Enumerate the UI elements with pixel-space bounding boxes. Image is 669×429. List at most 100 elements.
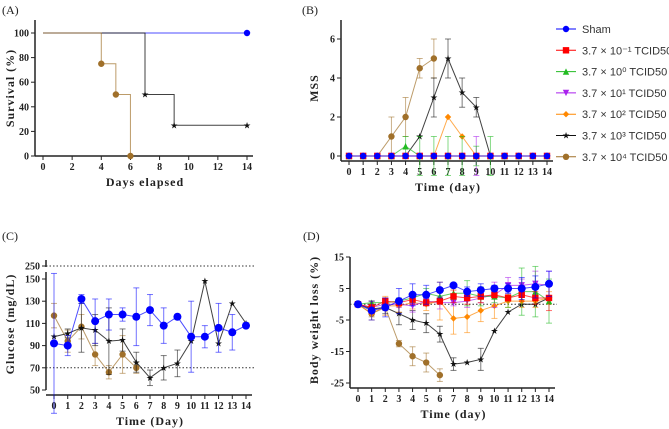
- y-tick-label: 4: [330, 74, 335, 85]
- legend-label: 3.7 × 10⁰ TCID50: [582, 67, 667, 79]
- marker-circle: [444, 152, 452, 160]
- marker-circle: [409, 353, 416, 360]
- panel-label: (A): [2, 3, 19, 17]
- series-e4: [43, 32, 134, 160]
- marker-circle: [118, 310, 127, 319]
- legend-item: ★ 3.7 × 10³ TCID50: [556, 131, 666, 143]
- x-tick-label: 9: [175, 401, 180, 412]
- x-tick-label: 8: [465, 394, 470, 405]
- marker-star: ★: [477, 354, 485, 364]
- x-tick-label: 13: [530, 394, 540, 405]
- marker-star: ★: [173, 358, 181, 368]
- x-tick-label: 4: [99, 162, 104, 173]
- marker-circle: [381, 303, 390, 312]
- marker-circle: [345, 152, 353, 160]
- marker-star: ★: [170, 120, 178, 130]
- marker-circle: [98, 60, 105, 67]
- x-tick-label: 1: [65, 401, 70, 412]
- marker-star: ★: [490, 326, 498, 336]
- x-tick-label: 14: [542, 167, 552, 178]
- y-tick-label: 5: [339, 284, 344, 295]
- marker-star: ★: [160, 363, 168, 373]
- marker-square: [504, 294, 512, 302]
- x-tick-label: 3: [389, 167, 394, 178]
- marker-star: ★: [201, 276, 209, 286]
- y-tick-label: 2: [330, 113, 335, 124]
- legend: Sham 3.7 × 10⁻¹ TCID50 3.7 × 10⁰ TCID50 3.7…: [556, 24, 669, 164]
- marker-circle: [545, 279, 553, 288]
- marker-circle: [402, 113, 409, 121]
- x-tick-label: 2: [375, 167, 380, 178]
- y-axis-label: Glucose (mg/dL): [3, 274, 17, 375]
- x-tick-label: 12: [214, 401, 224, 412]
- x-tick-label: 10: [184, 162, 194, 173]
- marker-circle: [242, 321, 250, 330]
- x-tick-label: 2: [70, 162, 75, 173]
- x-tick-label: 14: [241, 401, 251, 412]
- y-tick-label: 250: [25, 262, 40, 273]
- marker-circle: [416, 152, 423, 160]
- series-line: [43, 32, 247, 126]
- marker-circle: [504, 284, 513, 293]
- y-tick-label: 110: [26, 319, 40, 330]
- marker-circle: [374, 152, 381, 160]
- x-tick-label: 2: [383, 394, 388, 405]
- legend-item: 3.7 × 10⁴ TCID50: [556, 152, 668, 164]
- panel-c: (C)0123456789101112131450709011013015025…: [2, 229, 254, 428]
- marker-star: ★: [228, 298, 236, 308]
- x-tick-label: 6: [437, 394, 442, 405]
- marker-star: ★: [132, 357, 140, 367]
- legend-label: 3.7 × 10⁻¹ TCID50: [582, 45, 669, 57]
- y-tick-label: 15: [334, 253, 344, 264]
- marker-square: [491, 291, 498, 298]
- marker-circle: [435, 286, 444, 295]
- panel-label: (B): [302, 3, 318, 17]
- marker-star: ★: [105, 336, 113, 346]
- y-tick-label: 80: [19, 53, 29, 64]
- marker-triangle: [402, 143, 409, 150]
- marker-star: ★: [430, 93, 438, 103]
- marker-star: ★: [444, 54, 452, 64]
- marker-circle: [473, 152, 480, 160]
- marker-circle: [423, 359, 430, 366]
- panel-a: (A) 0 2 4 6 8 10 12 14 0 20 40 60 80 100 Days elapsed Su…: [2, 3, 253, 189]
- marker-circle: [458, 152, 466, 160]
- x-tick-label: 7: [148, 401, 153, 412]
- x-tick-label: 0: [356, 394, 361, 405]
- series-sham: [50, 272, 250, 414]
- marker-circle: [529, 152, 537, 160]
- marker-circle: [402, 152, 409, 160]
- marker-circle: [490, 284, 499, 293]
- marker-circle: [531, 282, 540, 291]
- x-tick-label: 8: [161, 401, 166, 412]
- marker-star: ★: [64, 328, 72, 338]
- series-e3: ★★★★★★★★★★★★★★★: [50, 276, 250, 387]
- y-tick-label: 130: [25, 297, 40, 308]
- marker-circle: [200, 332, 209, 341]
- marker-circle: [367, 306, 376, 315]
- y-tick-label: 150: [25, 275, 40, 286]
- x-tick-label: 14: [242, 162, 252, 173]
- marker-circle: [187, 332, 196, 341]
- legend-item: Sham: [556, 24, 611, 36]
- x-tick-label: 10: [489, 394, 499, 405]
- y-tick-label: 70: [30, 363, 40, 374]
- y-tick-label: -5: [336, 316, 344, 327]
- marker-diamond: [562, 111, 570, 118]
- marker-circle: [487, 152, 494, 160]
- legend-label: 3.7 × 10³ TCID50: [582, 131, 666, 143]
- x-tick-label: 10: [186, 401, 196, 412]
- marker-circle: [146, 306, 154, 315]
- marker-circle: [476, 286, 485, 295]
- marker-circle: [104, 310, 113, 319]
- marker-diamond: [477, 307, 484, 314]
- marker-star: ★: [146, 373, 154, 383]
- marker-diamond: [463, 313, 471, 321]
- marker-star: ★: [141, 90, 149, 100]
- legend-label: Sham: [582, 24, 611, 36]
- x-tick-label: 14: [544, 394, 554, 405]
- x-tick-label: 13: [528, 167, 538, 178]
- x-tick-label: 5: [120, 401, 125, 412]
- y-tick-label: 0: [330, 152, 335, 163]
- y-axis-label: MSS: [307, 74, 321, 102]
